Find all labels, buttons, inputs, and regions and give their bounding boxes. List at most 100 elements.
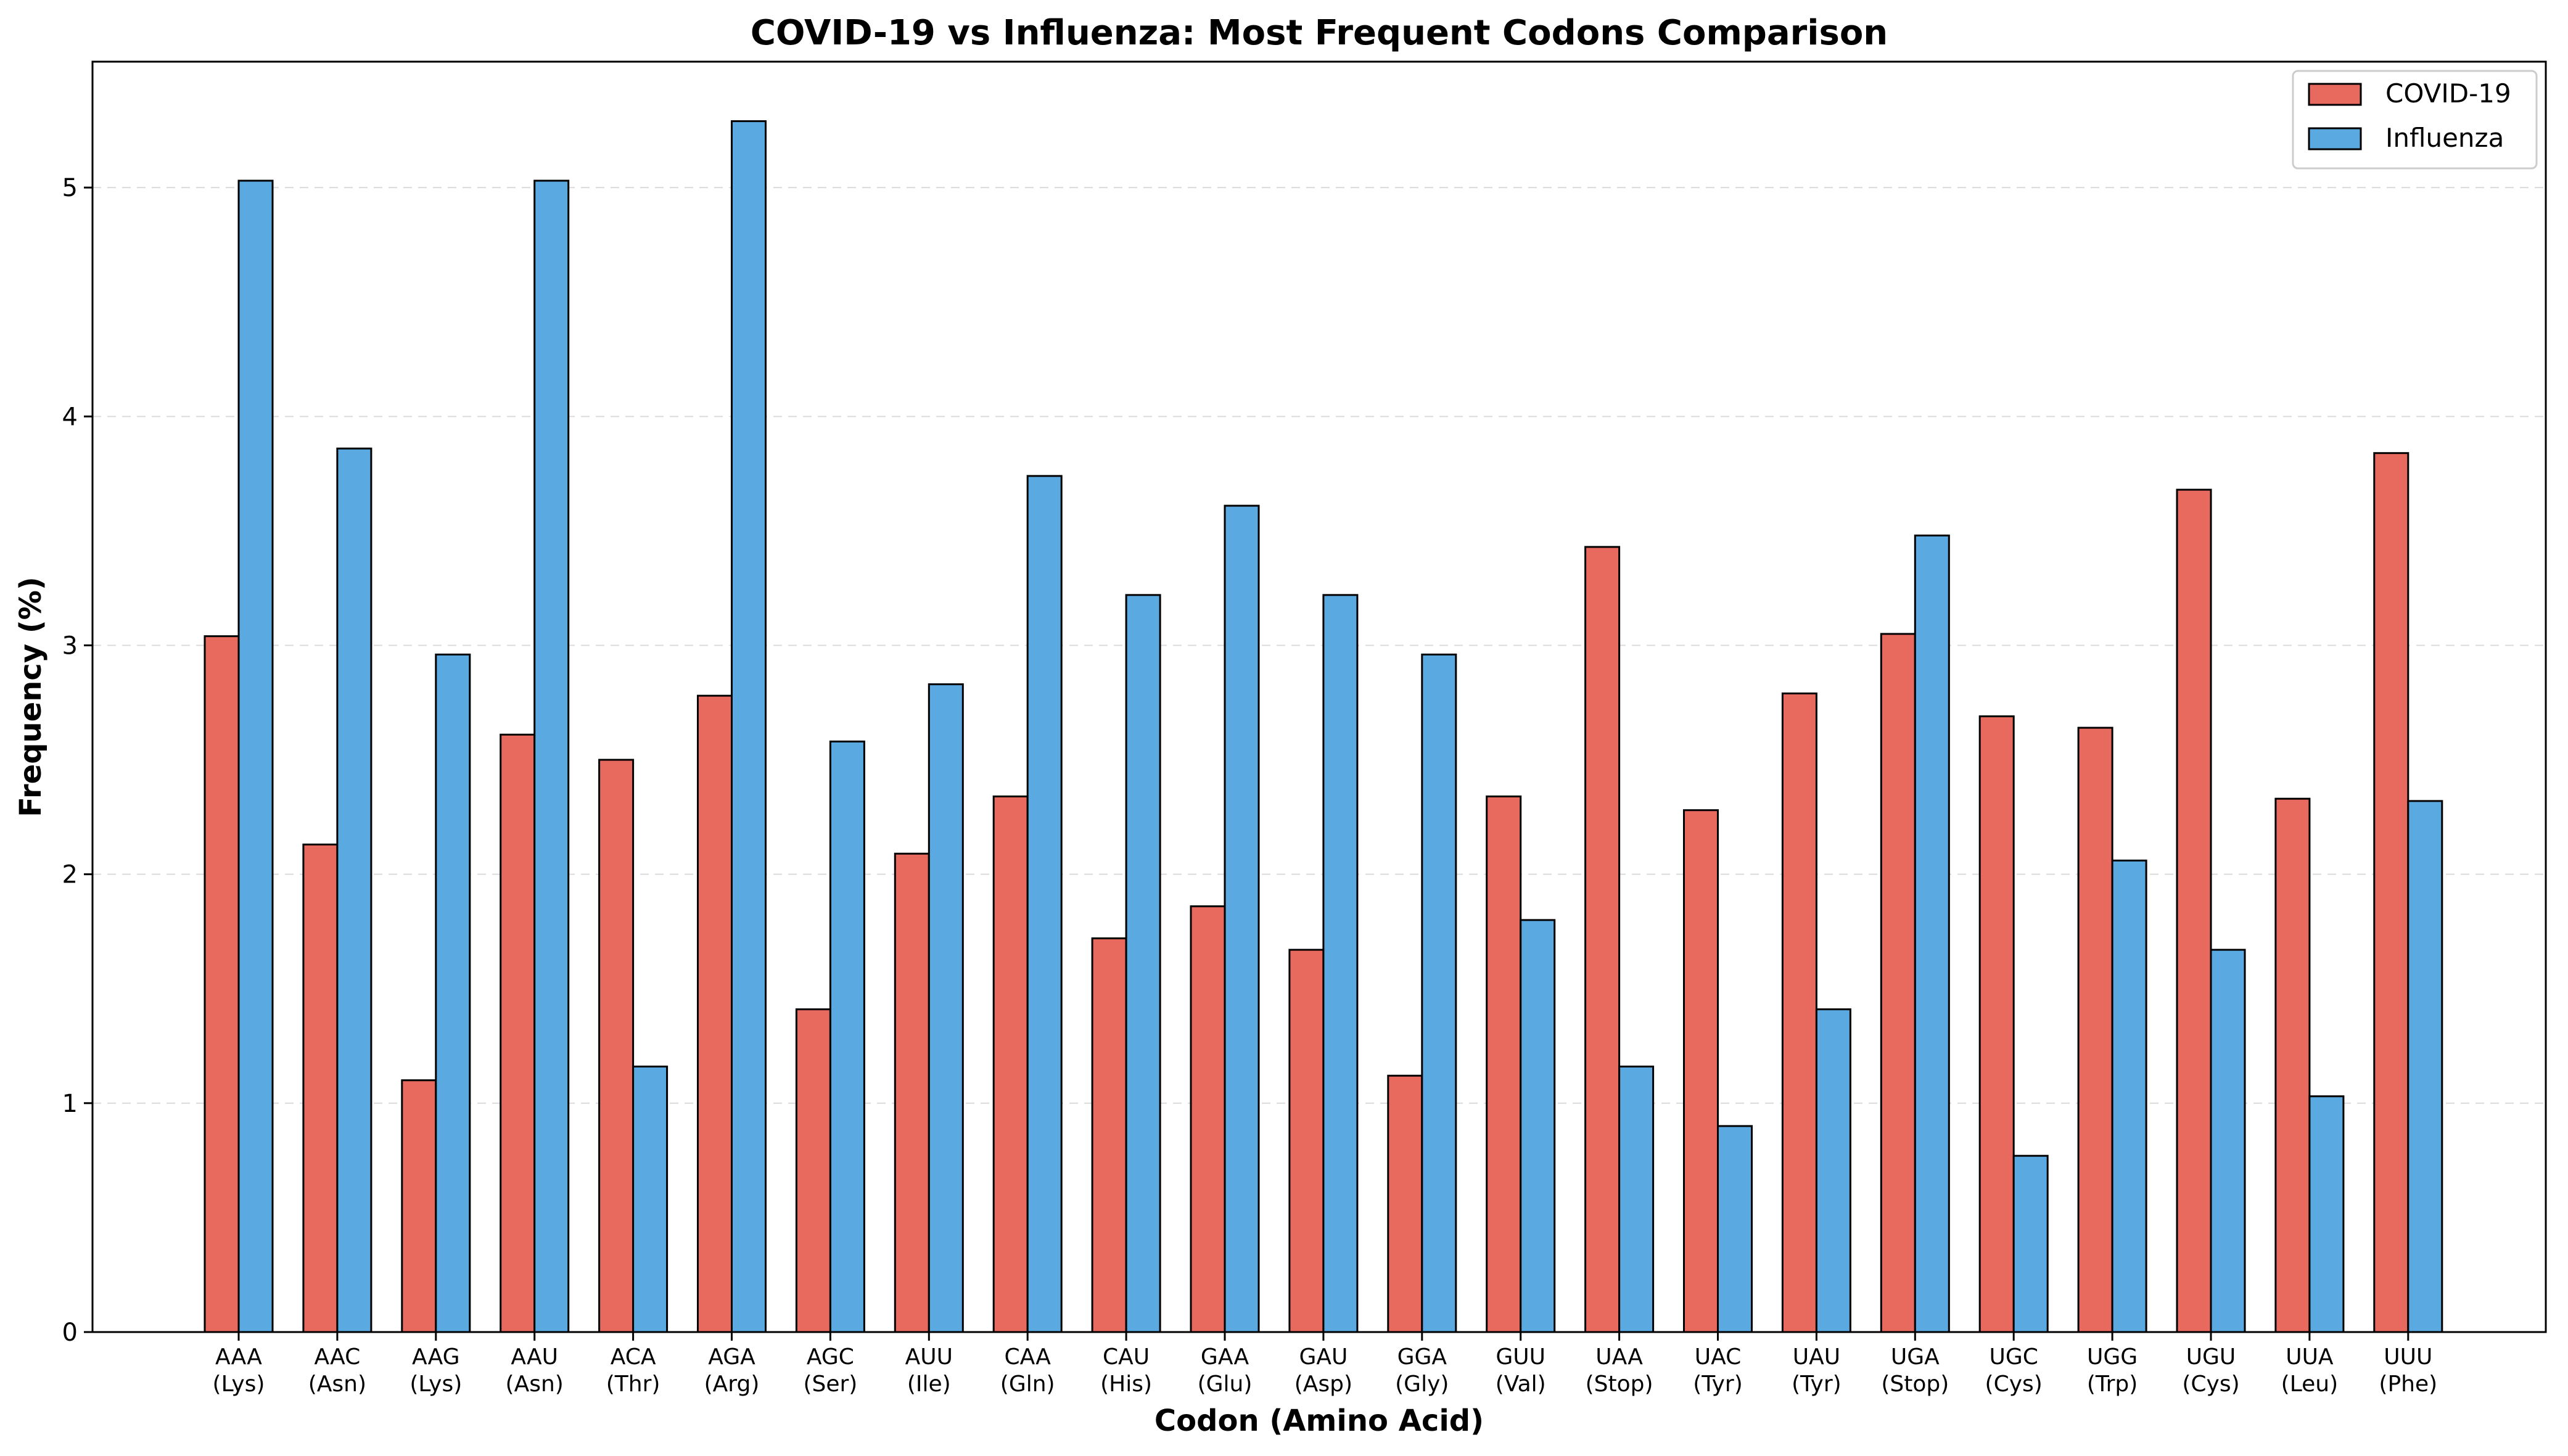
- x-tick-label-amino: (Trp): [2087, 1372, 2138, 1397]
- x-tick-label-codon: GGA: [1397, 1344, 1447, 1370]
- influenza-bar: [435, 653, 471, 1333]
- x-tick-label-amino: (Asn): [308, 1372, 366, 1397]
- legend-label: Influenza: [2385, 123, 2504, 153]
- x-tick-label-amino: (His): [1100, 1372, 1152, 1397]
- covid-bar: [894, 852, 930, 1333]
- influenza-bar: [533, 179, 570, 1333]
- covid-bar: [500, 733, 536, 1333]
- x-tick-label-amino: (Thr): [606, 1372, 661, 1397]
- influenza-bar: [2210, 948, 2246, 1333]
- x-tick-label-codon: AAU: [511, 1344, 558, 1370]
- influenza-bar: [2111, 859, 2147, 1333]
- influenza-bar: [2407, 800, 2443, 1333]
- chart-title: COVID-19 vs Influenza: Most Frequent Cod…: [751, 13, 1888, 53]
- covid-bar: [598, 759, 635, 1333]
- x-tick-label-codon: AAA: [215, 1344, 262, 1370]
- influenza-bar: [336, 447, 372, 1333]
- x-tick-label-codon: GAA: [1201, 1344, 1249, 1370]
- y-tick-label: 1: [62, 1090, 78, 1118]
- covid-bar: [2274, 797, 2311, 1333]
- plot-frame: [91, 60, 2547, 1333]
- covid-bar: [2077, 726, 2113, 1333]
- x-tick-label-codon: UAC: [1695, 1344, 1741, 1370]
- y-tick-label: 4: [62, 403, 78, 431]
- x-tick-label-amino: (Tyr): [1693, 1372, 1743, 1397]
- x-tick-label-amino: (Glu): [1198, 1372, 1253, 1397]
- influenza-bar: [1026, 475, 1063, 1333]
- influenza-bar: [928, 683, 964, 1333]
- y-tick-label: 0: [62, 1318, 78, 1347]
- influenza-bar: [1224, 504, 1260, 1333]
- x-tick-label-codon: GUU: [1496, 1344, 1545, 1370]
- y-axis: 0 1 2 3 4 5: [62, 174, 93, 1347]
- x-axis-label: Codon (Amino Acid): [1154, 1404, 1484, 1438]
- legend-label: COVID-19: [2385, 78, 2511, 109]
- x-tick-label-codon: AGA: [708, 1344, 755, 1370]
- covid-bar: [1288, 948, 1325, 1333]
- covid-bar: [1387, 1074, 1423, 1333]
- influenza-bar: [1322, 594, 1359, 1333]
- covid-bar: [1584, 546, 1621, 1333]
- legend-swatch: [2308, 83, 2362, 106]
- covid-bar: [1781, 692, 1817, 1333]
- x-tick-label-amino: (Phe): [2379, 1372, 2437, 1397]
- covid-bar: [1880, 633, 1916, 1333]
- x-tick-label-amino: (Arg): [704, 1372, 760, 1397]
- influenza-bar: [1520, 919, 1556, 1333]
- influenza-bar: [2308, 1095, 2345, 1333]
- influenza-bar: [1815, 1008, 1851, 1333]
- x-tick-label-codon: CAU: [1103, 1344, 1150, 1370]
- x-tick-label-amino: (Val): [1496, 1372, 1546, 1397]
- y-tick-label: 3: [62, 631, 78, 660]
- x-tick-label-amino: (Lys): [409, 1372, 462, 1397]
- x-tick-label-amino: (Cys): [2182, 1372, 2239, 1397]
- x-tick-label-amino: (Stop): [1881, 1372, 1949, 1397]
- covid-bar: [795, 1008, 831, 1333]
- covid-bar: [1683, 809, 1719, 1333]
- x-tick-label-codon: UGC: [1990, 1344, 2038, 1370]
- x-tick-label-amino: (Gln): [1000, 1372, 1055, 1397]
- x-tick-label-codon: UGU: [2186, 1344, 2236, 1370]
- x-tick-label-codon: ACA: [611, 1344, 656, 1370]
- x-tick-label-amino: (Asn): [506, 1372, 564, 1397]
- x-tick-label-amino: (Ile): [907, 1372, 951, 1397]
- influenza-bar: [1421, 653, 1457, 1333]
- x-tick-label-amino: (Tyr): [1792, 1372, 1842, 1397]
- influenza-bar: [237, 179, 274, 1333]
- y-tick-label: 2: [62, 861, 78, 889]
- x-tick-label-codon: UUA: [2286, 1344, 2334, 1370]
- x-tick-label-codon: GAU: [1299, 1344, 1348, 1370]
- x-tick-label-codon: AGC: [807, 1344, 854, 1370]
- x-tick-label-amino: (Asp): [1294, 1372, 1352, 1397]
- covid-bar: [1978, 715, 2015, 1333]
- x-tick-label-codon: CAA: [1004, 1344, 1051, 1370]
- x-tick-label-codon: AAC: [315, 1344, 361, 1370]
- influenza-bar: [632, 1065, 669, 1333]
- x-tick-label-amino: (Stop): [1586, 1372, 1653, 1397]
- bars: [204, 120, 2443, 1333]
- influenza-bar: [1618, 1065, 1655, 1333]
- x-axis: AAA(Lys)AAC(Asn)AAG(Lys)AAU(Asn)ACA(Thr)…: [213, 1332, 2437, 1397]
- covid-bar: [992, 795, 1029, 1333]
- covid-bar: [697, 694, 733, 1333]
- covid-bar: [1190, 905, 1226, 1333]
- influenza-bar: [2012, 1154, 2049, 1333]
- x-tick-label-amino: (Leu): [2281, 1372, 2338, 1397]
- x-tick-label-amino: (Ser): [803, 1372, 857, 1397]
- x-tick-label-codon: UGG: [2087, 1344, 2138, 1370]
- x-tick-label-codon: UAA: [1595, 1344, 1643, 1370]
- y-axis-label: Frequency (%): [14, 577, 48, 817]
- x-tick-label-codon: UAU: [1793, 1344, 1840, 1370]
- x-tick-label-codon: UGA: [1891, 1344, 1940, 1370]
- covid-bar: [1486, 795, 1522, 1333]
- covid-bar: [1091, 937, 1127, 1333]
- legend: COVID-19 Influenza: [2292, 70, 2538, 170]
- covid-bar: [401, 1079, 437, 1333]
- influenza-bar: [1717, 1125, 1753, 1333]
- covid-bar: [204, 635, 240, 1333]
- legend-swatch: [2308, 127, 2362, 150]
- x-tick-label-codon: UUU: [2384, 1344, 2432, 1370]
- influenza-bar: [731, 120, 767, 1333]
